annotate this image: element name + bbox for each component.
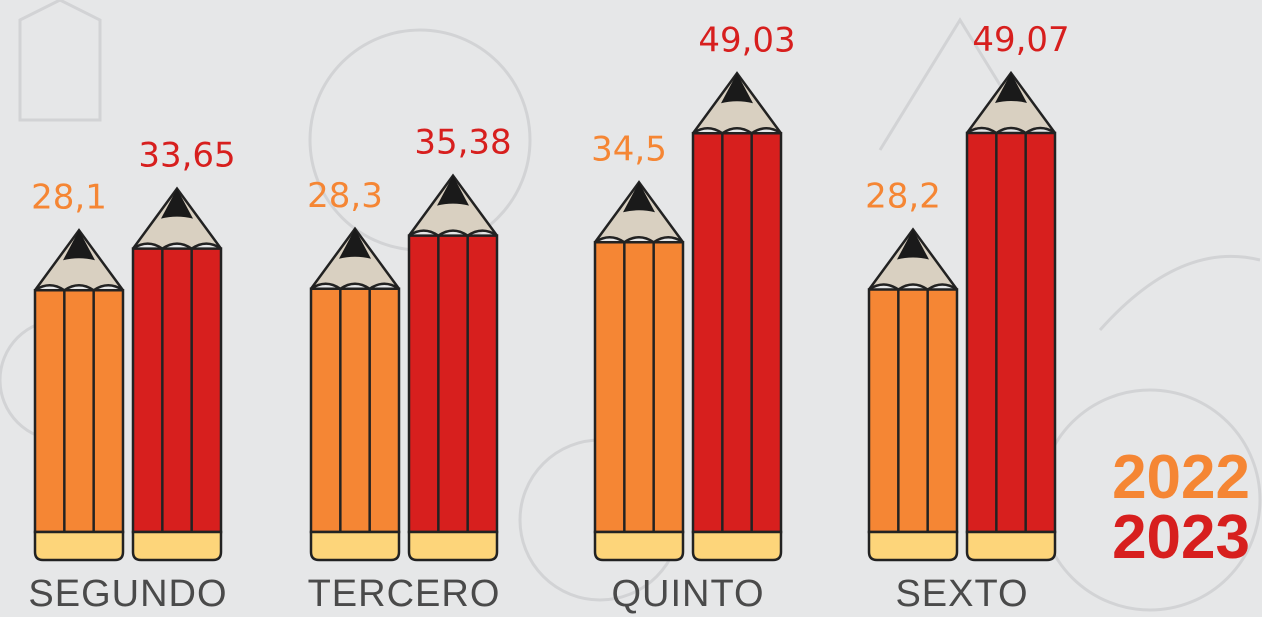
value-label: 49,03 (698, 20, 795, 60)
value-label: 35,38 (414, 123, 511, 163)
x-tick-label: QUINTO (611, 573, 764, 615)
pencil (869, 230, 957, 561)
pencil (311, 229, 399, 560)
value-label: 34,5 (591, 129, 667, 169)
x-tick-label: SEGUNDO (28, 573, 227, 615)
pencil-body (967, 133, 1055, 532)
pencil (35, 230, 123, 560)
pencil-body (693, 133, 781, 532)
pencil-body (409, 236, 497, 532)
pencil-body (133, 249, 221, 532)
pencil-body (595, 242, 683, 532)
value-label: 33,65 (138, 136, 235, 176)
pencil-body (869, 290, 957, 533)
pencil (595, 182, 683, 560)
value-label: 28,2 (865, 177, 941, 217)
pencil (133, 189, 221, 560)
pencil-eraser (35, 532, 123, 560)
pencil-eraser (409, 532, 497, 560)
pencil (409, 176, 497, 560)
pencil-eraser (133, 532, 221, 560)
pencil (967, 73, 1055, 560)
pencil-body (35, 290, 123, 532)
pencil-eraser (869, 532, 957, 560)
pencil-eraser (595, 532, 683, 560)
x-tick-label: SEXTO (895, 573, 1028, 615)
pencil-body (311, 289, 399, 532)
pencil-eraser (967, 532, 1055, 560)
legend-entry: 2022 (1112, 443, 1250, 512)
pencil-eraser (693, 532, 781, 560)
value-label: 28,3 (307, 176, 383, 216)
chart: 28,1 33,65 SEGUNDO 28,3 35,38 TERCERO 34,5 49,0… (0, 0, 1262, 617)
x-tick-label: TERCERO (308, 573, 501, 615)
value-label: 49,07 (972, 20, 1069, 60)
pencil (693, 73, 781, 560)
value-label: 28,1 (31, 177, 107, 217)
legend-entry: 2023 (1112, 503, 1250, 572)
pencil-eraser (311, 532, 399, 560)
